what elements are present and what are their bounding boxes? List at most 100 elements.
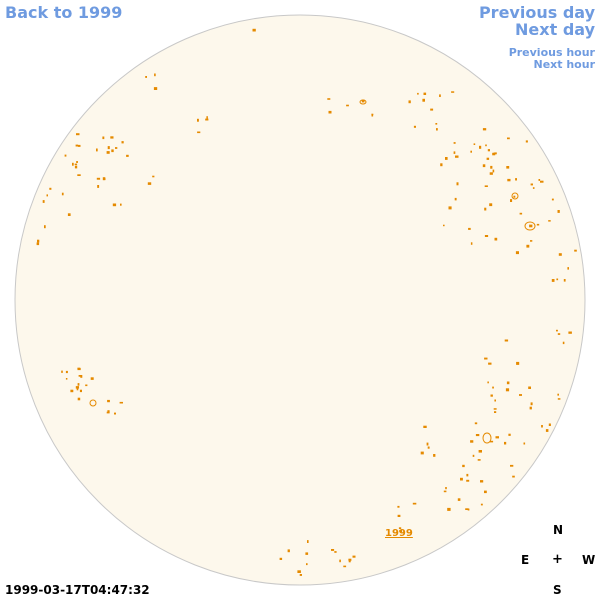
next-day-link[interactable]: Next day (515, 20, 595, 39)
contour-mark (506, 381, 510, 385)
contour-mark (420, 451, 424, 455)
contour-mark (557, 210, 560, 213)
contour-mark (557, 333, 561, 335)
contour-mark (339, 559, 341, 563)
contour-mark (75, 386, 79, 389)
contour-mark (519, 394, 522, 396)
contour-mark (462, 464, 465, 468)
contour-mark (556, 329, 558, 332)
contour-mark (530, 402, 533, 406)
previous-hour-link[interactable]: Previous hour (508, 46, 595, 59)
contour-mark (97, 185, 100, 188)
contour-mark (334, 551, 337, 553)
contour-mark (106, 151, 110, 154)
contour-loop (524, 221, 536, 231)
contour-mark (433, 454, 436, 457)
contour-mark (430, 108, 434, 111)
contour-mark (37, 239, 40, 243)
contour-mark (472, 454, 475, 457)
contour-mark (506, 166, 510, 169)
contour-mark (484, 357, 488, 360)
contour-mark (76, 161, 78, 163)
contour-mark (110, 136, 114, 139)
contour-mark (530, 183, 533, 186)
observation-timestamp: 1999-03-17T04:47:32 (5, 583, 150, 597)
contour-mark (512, 475, 515, 478)
contour-mark (76, 133, 80, 136)
contour-mark (490, 165, 493, 169)
contour-mark (507, 178, 511, 182)
contour-mark (484, 207, 487, 211)
contour-mark (484, 235, 489, 237)
contour-mark (305, 552, 309, 555)
contour-mark (77, 174, 81, 176)
next-hour-link[interactable]: Next hour (533, 58, 596, 71)
contour-mark (484, 185, 488, 187)
contour-mark (121, 141, 124, 144)
contour-mark (111, 149, 114, 153)
contour-mark (538, 179, 541, 181)
disk-year-label[interactable]: 1999 (385, 528, 413, 539)
contour-mark (61, 192, 64, 196)
contour-mark (504, 339, 509, 342)
contour-mark (399, 529, 403, 533)
compass-south: S (553, 583, 562, 597)
contour-mark (479, 145, 482, 149)
contour-mark (371, 114, 374, 117)
contour-mark (540, 180, 544, 183)
contour-mark (454, 197, 457, 201)
contour-mark (484, 490, 487, 494)
contour-mark (299, 574, 302, 576)
contour-mark (119, 401, 123, 404)
contour-mark (77, 383, 80, 386)
contour-mark (348, 560, 351, 563)
contour-mark (443, 490, 447, 493)
contour-mark (102, 136, 105, 140)
compass-west: W (582, 553, 596, 567)
contour-mark (523, 442, 526, 445)
contour-mark (556, 278, 559, 281)
compass-east: E (521, 553, 530, 567)
contour-mark (482, 164, 486, 168)
contour-mark (443, 224, 445, 227)
contour-mark (532, 187, 535, 189)
contour-mark (412, 502, 417, 505)
contour-mark (493, 408, 497, 410)
contour-mark (79, 389, 82, 393)
contour-mark (75, 144, 79, 147)
contour-mark (77, 144, 81, 147)
contour-mark (492, 152, 496, 156)
contour-mark (475, 434, 480, 437)
contour-mark (453, 142, 456, 144)
contour-mark (206, 116, 208, 119)
contour-mark (126, 154, 129, 157)
contour-mark (451, 91, 455, 93)
contour-mark (76, 388, 79, 391)
contour-mark (510, 199, 513, 202)
contour-mark (96, 177, 101, 180)
contour-loop (359, 99, 367, 105)
magnetic-contours (36, 28, 577, 576)
contour-mark (562, 341, 565, 345)
contour-mark (492, 386, 494, 389)
contour-mark (435, 123, 438, 125)
contour-mark (551, 279, 555, 282)
contour-mark (398, 527, 402, 529)
contour-mark (46, 194, 48, 197)
contour-mark (417, 92, 419, 95)
previous-day-link[interactable]: Previous day (478, 3, 595, 22)
contour-mark (494, 399, 496, 402)
contour-mark (413, 125, 416, 128)
contour-mark (456, 182, 459, 186)
contour-mark (530, 240, 533, 242)
contour-mark (473, 143, 476, 145)
contour-mark (343, 565, 347, 568)
contour-mark (423, 92, 427, 95)
back-to-1999-link[interactable]: Back to 1999 (5, 3, 123, 22)
contour-mark (107, 399, 110, 403)
contour-mark (107, 146, 110, 150)
contour-mark (197, 131, 201, 134)
contour-mark (515, 178, 517, 181)
contour-mark (468, 227, 471, 230)
